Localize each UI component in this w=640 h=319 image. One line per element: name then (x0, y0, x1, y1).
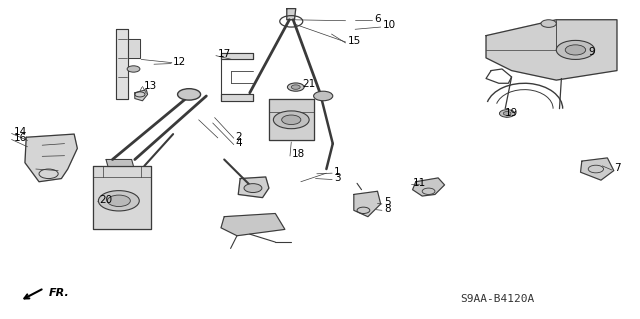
Polygon shape (413, 178, 445, 196)
Circle shape (244, 184, 262, 193)
Text: 14: 14 (13, 127, 27, 137)
Text: 2: 2 (236, 132, 243, 142)
Text: 15: 15 (348, 36, 361, 46)
Polygon shape (486, 20, 617, 80)
Circle shape (177, 89, 200, 100)
Polygon shape (93, 166, 151, 229)
Text: 21: 21 (302, 79, 316, 89)
Circle shape (314, 91, 333, 101)
Polygon shape (221, 213, 285, 236)
Circle shape (556, 41, 595, 59)
Polygon shape (106, 160, 134, 167)
Text: 12: 12 (173, 57, 186, 67)
Circle shape (565, 45, 586, 55)
Circle shape (287, 83, 304, 91)
Text: 10: 10 (383, 20, 396, 31)
Text: 16: 16 (13, 133, 27, 143)
Text: 8: 8 (384, 204, 390, 214)
Polygon shape (580, 158, 614, 180)
Polygon shape (135, 90, 148, 101)
Circle shape (291, 85, 300, 89)
Text: S9AA-B4120A: S9AA-B4120A (461, 294, 535, 304)
Polygon shape (238, 177, 269, 197)
Polygon shape (116, 29, 129, 99)
Polygon shape (221, 94, 253, 101)
Text: 3: 3 (334, 173, 340, 183)
Polygon shape (129, 39, 140, 58)
Text: FR.: FR. (49, 288, 69, 298)
Text: 11: 11 (413, 178, 426, 188)
Text: 4: 4 (236, 138, 243, 148)
Text: 13: 13 (144, 81, 157, 91)
Circle shape (127, 66, 140, 72)
Text: 5: 5 (384, 197, 390, 207)
Circle shape (273, 111, 309, 129)
Polygon shape (287, 9, 296, 20)
Text: 1: 1 (334, 167, 340, 177)
Polygon shape (354, 191, 381, 217)
Text: 7: 7 (614, 163, 620, 174)
Text: 19: 19 (505, 108, 518, 118)
Text: 17: 17 (218, 49, 231, 59)
Circle shape (503, 112, 511, 115)
Polygon shape (25, 134, 77, 182)
Text: 20: 20 (100, 195, 113, 205)
Text: 9: 9 (588, 48, 595, 57)
Circle shape (541, 20, 556, 27)
Polygon shape (269, 99, 314, 140)
Circle shape (99, 191, 140, 211)
Text: 18: 18 (292, 149, 305, 160)
Polygon shape (221, 53, 253, 59)
Circle shape (108, 195, 131, 206)
Circle shape (282, 115, 301, 124)
Circle shape (499, 110, 515, 117)
Text: 6: 6 (374, 14, 381, 24)
